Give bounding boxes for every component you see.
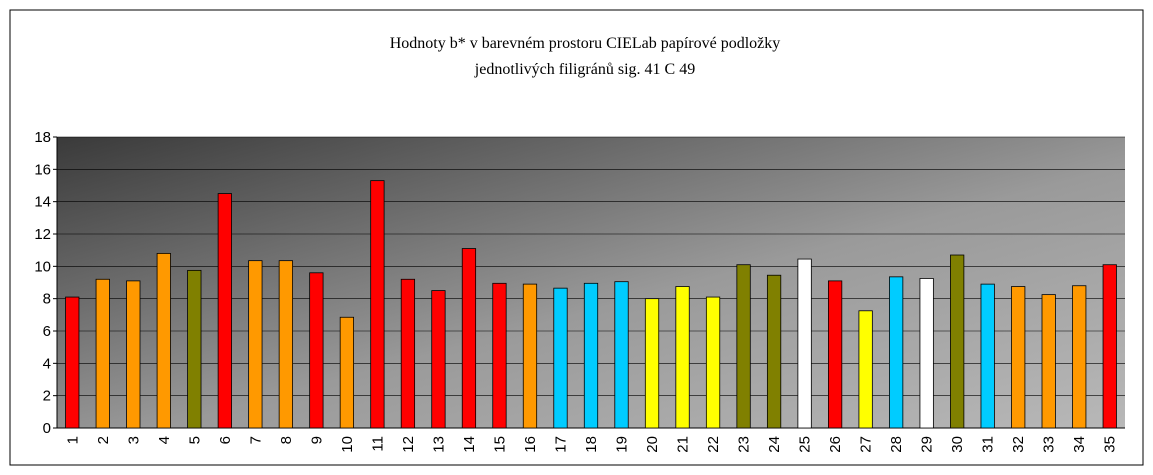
bar	[919, 278, 934, 429]
bar	[1041, 294, 1056, 429]
bar	[156, 252, 171, 429]
x-tick-label: 31	[980, 436, 997, 453]
y-tick-label: 4	[43, 355, 51, 372]
x-tick-label: 30	[949, 436, 966, 453]
x-tick-label: 21	[675, 436, 692, 453]
bar	[65, 296, 80, 429]
x-tick-label: 25	[797, 436, 814, 453]
bar	[583, 282, 599, 429]
y-tick-label: 16	[34, 161, 51, 178]
x-tick-label: 13	[430, 436, 447, 453]
x-tick-label: 8	[278, 436, 295, 444]
x-tick-label: 18	[583, 436, 600, 453]
bar	[614, 281, 629, 429]
bar	[980, 283, 995, 429]
x-tick-label: 33	[1041, 436, 1058, 453]
y-tick-label: 0	[43, 420, 51, 437]
x-tick-label: 2	[95, 436, 112, 444]
bar	[828, 280, 843, 429]
bar	[95, 278, 110, 429]
x-tick-label: 22	[705, 436, 722, 453]
x-tick-label: 16	[522, 436, 539, 453]
bar	[1102, 264, 1117, 429]
x-tick-label: 1	[64, 436, 81, 444]
x-tick-label: 20	[644, 436, 661, 453]
bar	[889, 276, 904, 429]
x-tick-label: 7	[247, 436, 264, 444]
bar	[492, 282, 507, 429]
x-tick-label: 27	[858, 436, 875, 453]
y-tick-label: 10	[34, 258, 51, 275]
bar	[431, 290, 446, 429]
bar	[644, 298, 660, 429]
bar	[217, 193, 232, 429]
bar	[339, 316, 354, 429]
bar	[278, 260, 293, 429]
x-tick-label: 17	[552, 436, 569, 453]
bar	[248, 260, 263, 429]
bar	[126, 280, 141, 429]
bar	[461, 248, 477, 429]
x-tick-label: 34	[1071, 436, 1088, 453]
x-tick-label: 12	[400, 436, 417, 453]
bar	[1072, 285, 1087, 429]
bar	[522, 283, 538, 429]
x-tick-label: 24	[766, 436, 783, 453]
x-tick-label: 6	[217, 436, 234, 444]
x-tick-label: 9	[308, 436, 325, 444]
x-tick-label: 3	[125, 436, 142, 444]
bar	[370, 180, 385, 429]
x-tick-label: 29	[919, 436, 936, 453]
bar	[950, 254, 965, 429]
x-tick-label: 15	[491, 436, 508, 453]
x-tick-label: 26	[827, 436, 844, 453]
bar	[797, 258, 812, 429]
bar	[400, 278, 416, 429]
y-tick-label: 8	[43, 291, 51, 308]
y-tick-label: 18	[34, 129, 51, 146]
y-tick-label: 6	[43, 323, 51, 340]
y-tick-label: 12	[34, 226, 51, 243]
bar	[766, 274, 782, 429]
x-tick-label: 10	[339, 436, 356, 453]
x-tick-label: 11	[369, 436, 386, 452]
x-tick-label: 4	[156, 436, 173, 444]
x-tick-label: 23	[736, 436, 753, 453]
bar	[736, 264, 751, 429]
x-tick-label: 35	[1102, 436, 1119, 453]
x-tick-label: 5	[186, 436, 203, 444]
bar	[553, 287, 568, 429]
y-tick-label: 2	[43, 388, 51, 405]
x-tick-label: 14	[461, 436, 478, 453]
bar	[705, 296, 721, 429]
x-tick-label: 32	[1010, 436, 1027, 453]
bar	[675, 286, 690, 429]
bar	[309, 272, 324, 429]
x-tick-label: 19	[614, 436, 631, 453]
bar	[858, 310, 873, 429]
x-tick-label: 28	[888, 436, 905, 453]
chart-title: jednotlivých filigránů sig. 41 C 49	[474, 61, 695, 78]
y-tick-label: 14	[34, 194, 51, 211]
bar	[187, 269, 202, 429]
chart-title: Hodnoty b* v barevném prostoru CIELab pa…	[390, 35, 781, 52]
bar	[1011, 286, 1026, 429]
